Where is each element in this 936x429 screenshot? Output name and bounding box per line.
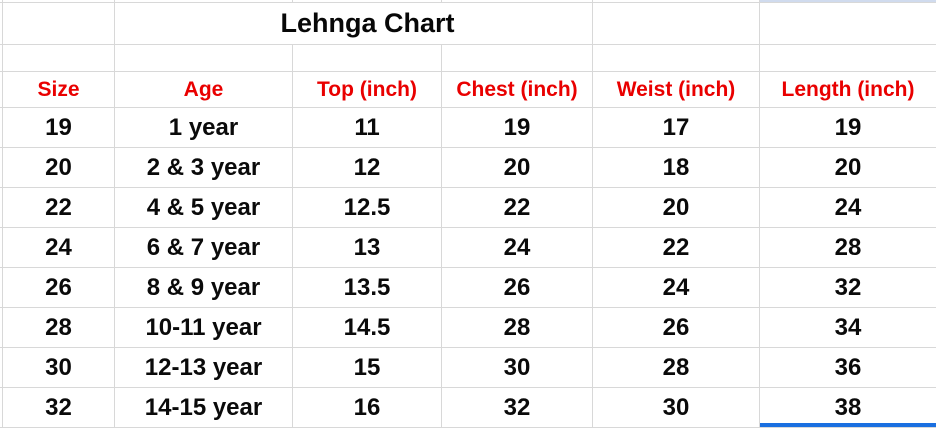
cell[interactable]: 20 — [442, 148, 593, 188]
cell[interactable]: 12 — [293, 148, 442, 188]
grid-sliver — [442, 0, 593, 3]
cell[interactable] — [760, 3, 936, 45]
cell[interactable]: 24 — [3, 228, 115, 268]
cell[interactable]: 38 — [760, 388, 936, 428]
cell[interactable]: 16 — [293, 388, 442, 428]
cell[interactable] — [3, 45, 115, 72]
cell[interactable]: 6 & 7 year — [115, 228, 293, 268]
column-header-chest[interactable]: Chest (inch) — [442, 72, 593, 108]
cell[interactable] — [3, 3, 115, 45]
cell[interactable]: 24 — [593, 268, 760, 308]
cell[interactable]: 28 — [442, 308, 593, 348]
cell[interactable]: 30 — [593, 388, 760, 428]
cell[interactable]: 20 — [760, 148, 936, 188]
grid-sliver — [115, 0, 293, 3]
column-header-weist[interactable]: Weist (inch) — [593, 72, 760, 108]
cell[interactable]: 13 — [293, 228, 442, 268]
column-header-size[interactable]: Size — [3, 72, 115, 108]
column-header-top[interactable]: Top (inch) — [293, 72, 442, 108]
cell[interactable]: 2 & 3 year — [115, 148, 293, 188]
cell[interactable] — [760, 45, 936, 72]
cell[interactable] — [593, 3, 760, 45]
cell[interactable]: 32 — [442, 388, 593, 428]
grid-sliver — [293, 0, 442, 3]
cell[interactable]: 15 — [293, 348, 442, 388]
cell[interactable]: 4 & 5 year — [115, 188, 293, 228]
grid-sliver — [0, 148, 3, 188]
cell[interactable]: 8 & 9 year — [115, 268, 293, 308]
cell[interactable]: 28 — [760, 228, 936, 268]
active-cell-border — [760, 423, 936, 427]
cell[interactable]: 14-15 year — [115, 388, 293, 428]
cell[interactable]: 32 — [3, 388, 115, 428]
cell[interactable]: 10-11 year — [115, 308, 293, 348]
cell[interactable]: 26 — [3, 268, 115, 308]
sheet-title[interactable]: Lehnga Chart — [115, 3, 593, 45]
grid-sliver — [0, 45, 3, 72]
grid-sliver — [0, 388, 3, 428]
grid-sliver — [3, 0, 115, 3]
cell[interactable] — [293, 45, 442, 72]
cell[interactable]: 20 — [3, 148, 115, 188]
cell[interactable]: 19 — [760, 108, 936, 148]
cell[interactable]: 28 — [3, 308, 115, 348]
cell[interactable]: 17 — [593, 108, 760, 148]
selection-fill-strip — [760, 0, 936, 3]
cell[interactable]: 22 — [3, 188, 115, 228]
cell[interactable]: 12-13 year — [115, 348, 293, 388]
cell[interactable] — [593, 45, 760, 72]
cell[interactable]: 19 — [442, 108, 593, 148]
grid-sliver — [0, 72, 3, 108]
cell[interactable] — [442, 45, 593, 72]
grid-sliver — [0, 188, 3, 228]
grid-sliver — [0, 268, 3, 308]
cell[interactable]: 20 — [593, 188, 760, 228]
cell[interactable]: 22 — [593, 228, 760, 268]
cell[interactable]: 34 — [760, 308, 936, 348]
grid-sliver — [0, 308, 3, 348]
cell[interactable]: 30 — [3, 348, 115, 388]
cell[interactable]: 24 — [442, 228, 593, 268]
grid-sliver — [0, 348, 3, 388]
grid-sliver — [0, 3, 3, 45]
cell[interactable]: 30 — [442, 348, 593, 388]
grid-sliver — [0, 228, 3, 268]
grid-sliver — [0, 108, 3, 148]
cell[interactable]: 24 — [760, 188, 936, 228]
cell[interactable]: 19 — [3, 108, 115, 148]
cell[interactable]: 1 year — [115, 108, 293, 148]
cell[interactable]: 13.5 — [293, 268, 442, 308]
cell[interactable]: 14.5 — [293, 308, 442, 348]
cell[interactable] — [115, 45, 293, 72]
cell[interactable]: 32 — [760, 268, 936, 308]
cell[interactable]: 26 — [593, 308, 760, 348]
grid-sliver — [593, 0, 760, 3]
cell[interactable]: 26 — [442, 268, 593, 308]
cell[interactable]: 36 — [760, 348, 936, 388]
cell[interactable]: 18 — [593, 148, 760, 188]
column-header-length[interactable]: Length (inch) — [760, 72, 936, 108]
cell[interactable]: 22 — [442, 188, 593, 228]
column-header-age[interactable]: Age — [115, 72, 293, 108]
cell[interactable]: 12.5 — [293, 188, 442, 228]
cell[interactable]: 28 — [593, 348, 760, 388]
cell[interactable]: 11 — [293, 108, 442, 148]
grid-sliver — [0, 0, 3, 3]
